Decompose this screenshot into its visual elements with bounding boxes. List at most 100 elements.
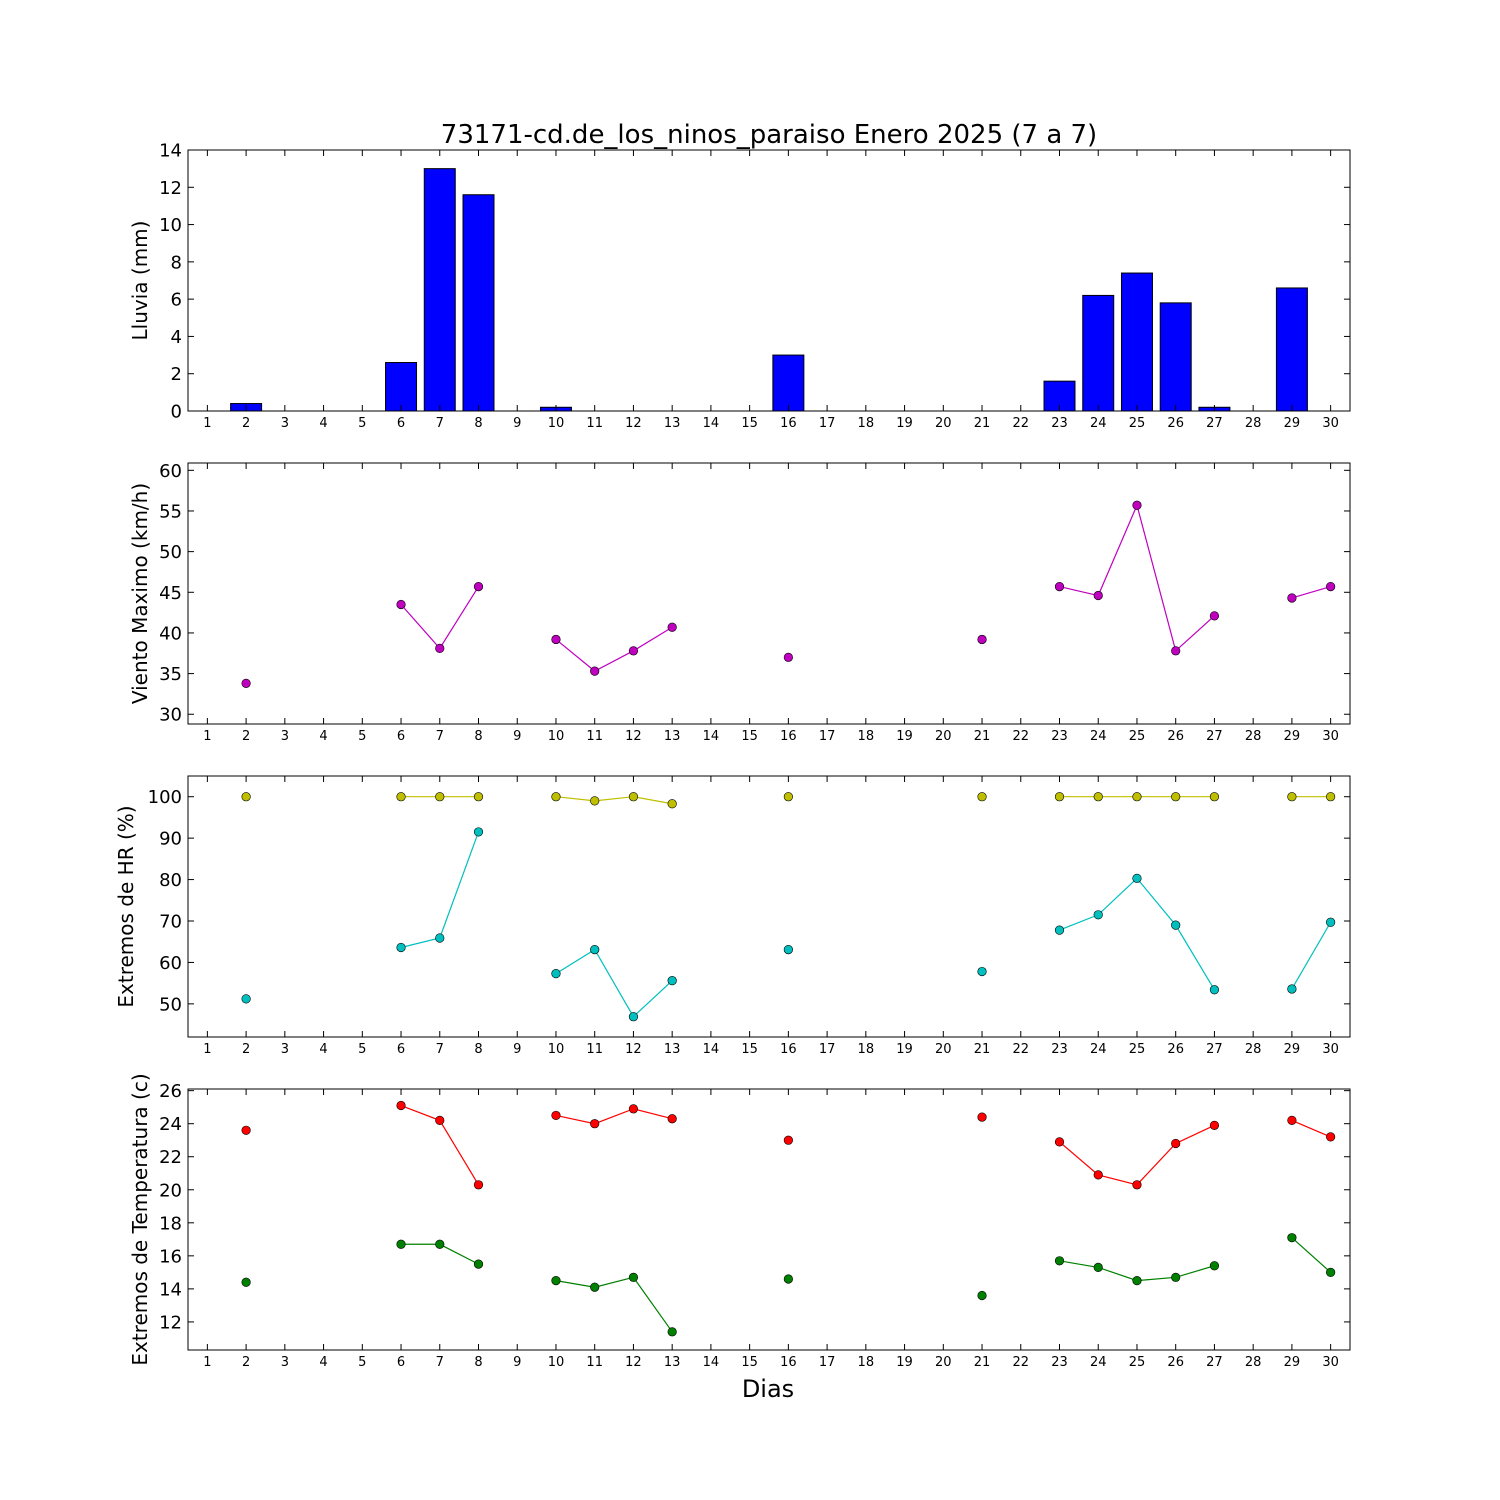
y-axis-label: Viento Maximo (km/h) [128,483,152,704]
x-tick-label: 23 [1051,416,1068,431]
series-1-point-day-26 [1171,646,1181,656]
y-tick-label: 20 [159,1180,182,1201]
x-tick-label: 17 [819,1355,836,1370]
x-tick-label: 28 [1245,1042,1262,1057]
series-2-point-day-8 [473,827,484,837]
x-tick-label: 4 [319,1042,327,1057]
x-tick-label: 2 [242,1355,250,1370]
series-2-point-day-2 [241,1277,251,1287]
series-2-point-day-24 [1093,910,1103,920]
y-tick-label: 12 [159,178,182,199]
series-1-point-day-30 [1326,1132,1336,1142]
y-axis-label: Extremos de Temperatura (c) [128,1073,152,1365]
series-2-point-day-25 [1132,1276,1142,1286]
x-tick-label: 12 [625,1042,642,1057]
series-1-point-day-16 [783,792,793,802]
x-tick-label: 21 [974,729,991,744]
x-tick-label: 19 [896,1355,913,1370]
x-tick-label: 19 [896,729,913,744]
series-1-point-day-8 [473,581,484,592]
series-2-point-day-16 [783,1274,793,1284]
x-tick-label: 22 [1012,729,1029,744]
series-2-point-day-10 [551,1276,561,1286]
x-tick-label: 3 [281,1355,289,1370]
x-tick-label: 29 [1284,729,1301,744]
series-1-point-day-2 [241,1125,251,1135]
x-tick-label: 30 [1322,729,1339,744]
series-1-point-day-11 [590,1119,600,1129]
series-2-point-day-23 [1054,1256,1065,1266]
x-tick-label: 29 [1284,1042,1301,1057]
x-tick-label: 9 [513,416,521,431]
x-tick-label: 29 [1284,1355,1301,1370]
series-1-point-day-6 [396,1100,406,1111]
series-2-point-day-13 [667,1327,677,1337]
series-1-line [555,626,673,672]
y-tick-label: 18 [159,1213,182,1234]
series-2-point-day-26 [1171,920,1181,930]
x-tick-label: 20 [935,416,952,431]
x-tick-label: 24 [1090,1355,1107,1370]
x-tick-label: 11 [586,729,603,744]
x-tick-label: 4 [319,416,327,431]
axes-frame [187,149,1351,412]
x-tick-label: 24 [1090,1042,1107,1057]
series-1-line [555,1108,673,1125]
x-tick-label: 7 [436,729,444,744]
x-tick-label: 13 [664,416,681,431]
series-1-point-day-12 [628,646,639,656]
series-1-point-day-30 [1326,792,1336,802]
x-tick-label: 1 [203,1042,211,1057]
x-tick-label: 25 [1129,416,1146,431]
y-tick-label: 2 [171,364,182,385]
y-tick-label: 26 [159,1081,182,1102]
series-1-point-day-7 [435,1115,445,1125]
x-tick-label: 27 [1206,416,1223,431]
x-tick-label: 15 [741,416,758,431]
y-tick-label: 10 [159,215,182,236]
x-tick-label: 16 [780,1355,797,1370]
series-1-point-day-12 [628,792,639,802]
x-tick-label: 26 [1167,416,1184,431]
x-tick-label: 24 [1090,416,1107,431]
x-tick-label: 8 [474,1042,482,1057]
series-2-point-day-6 [396,1239,406,1249]
x-tick-label: 4 [319,729,327,744]
series-1-line [555,796,673,805]
series-2-point-day-21 [977,966,987,977]
series-1-point-day-13 [667,799,677,809]
y-tick-label: 40 [159,623,182,644]
bar-day-7 [423,168,456,412]
x-tick-label: 28 [1245,1355,1262,1370]
x-tick-label: 16 [780,729,797,744]
series-2-line [555,1276,673,1333]
x-tick-label: 19 [896,416,913,431]
x-tick-label: 18 [858,1042,875,1057]
x-tick-label: 30 [1322,1042,1339,1057]
series-1-point-day-10 [551,792,561,802]
x-tick-label: 21 [974,1042,991,1057]
y-tick-label: 50 [159,994,182,1015]
x-tick-label: 11 [586,416,603,431]
bar-day-24 [1082,294,1115,412]
x-tick-label: 14 [703,1042,720,1057]
x-tick-label: 10 [548,729,565,744]
series-2-point-day-30 [1326,917,1336,927]
series-2-point-day-2 [241,994,251,1004]
x-tick-label: 5 [358,416,366,431]
y-tick-label: 55 [159,501,182,522]
x-tick-label: 30 [1322,416,1339,431]
x-tick-label: 18 [858,1355,875,1370]
x-tick-label: 29 [1284,416,1301,431]
x-tick-label: 12 [625,729,642,744]
x-tick-label: 13 [664,1355,681,1370]
x-tick-label: 20 [935,1355,952,1370]
y-tick-label: 60 [159,953,182,974]
x-tick-label: 20 [935,729,952,744]
x-tick-label: 7 [436,1355,444,1370]
series-1-point-day-13 [667,1114,677,1124]
